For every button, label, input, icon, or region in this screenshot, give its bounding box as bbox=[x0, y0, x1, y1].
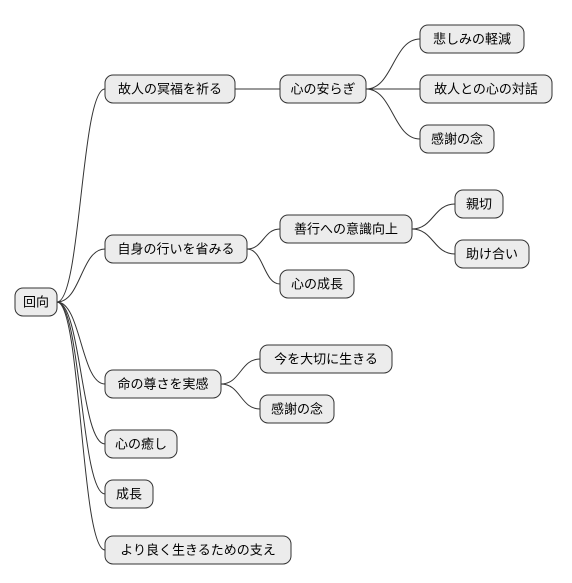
node-label: 自身の行いを省みる bbox=[117, 241, 234, 256]
node-n5: 成長 bbox=[105, 480, 153, 508]
node-label: より良く生きるための支え bbox=[120, 542, 275, 557]
node-n6: より良く生きるための支え bbox=[105, 536, 291, 564]
node-label: 悲しみの軽減 bbox=[433, 31, 511, 46]
mindmap-diagram: 回向 故人の冥福を祈る自身の行いを省みる命の尊さを実感心の癒し成長より良く生きるた… bbox=[0, 0, 572, 583]
node-label: 心の安らぎ bbox=[290, 81, 355, 96]
node-n2a: 善行への意識向上 bbox=[280, 215, 412, 243]
node-label: 命の尊さを実感 bbox=[117, 376, 208, 391]
node-label: 回向 bbox=[23, 294, 49, 309]
node-label: 感謝の念 bbox=[271, 401, 323, 416]
node-label: 今を大切に生きる bbox=[274, 351, 378, 366]
node-label: 親切 bbox=[466, 196, 492, 211]
node-label: 助け合い bbox=[466, 246, 518, 261]
node-n2b: 心の成長 bbox=[280, 270, 354, 298]
node-n2a1: 親切 bbox=[455, 190, 503, 218]
node-n3b: 感謝の念 bbox=[260, 395, 334, 423]
edge bbox=[412, 229, 455, 254]
node-label: 心の成長 bbox=[291, 276, 343, 291]
node-n1a: 心の安らぎ bbox=[280, 75, 366, 103]
edge bbox=[57, 302, 105, 550]
node-label: 善行への意識向上 bbox=[294, 221, 398, 236]
edge bbox=[57, 89, 105, 302]
node-n1a1: 悲しみの軽減 bbox=[420, 25, 524, 53]
node-label: 故人の冥福を祈る bbox=[118, 81, 222, 96]
edge bbox=[221, 359, 260, 384]
edge bbox=[247, 229, 280, 249]
node-label: 故人との心の対話 bbox=[434, 81, 538, 96]
node-n1: 故人の冥福を祈る bbox=[105, 75, 235, 103]
node-n4: 心の癒し bbox=[105, 430, 177, 458]
node-label: 成長 bbox=[116, 486, 142, 501]
node-label: 感謝の念 bbox=[431, 131, 483, 146]
edge bbox=[412, 204, 455, 229]
edge bbox=[221, 384, 260, 409]
node-root: 回向 bbox=[15, 288, 57, 316]
node-n1a3: 感謝の念 bbox=[420, 125, 494, 153]
edge bbox=[247, 249, 280, 284]
edge bbox=[57, 302, 105, 494]
node-n3a: 今を大切に生きる bbox=[260, 345, 392, 373]
node-n2: 自身の行いを省みる bbox=[105, 235, 247, 263]
node-n1a2: 故人との心の対話 bbox=[420, 75, 552, 103]
edge bbox=[366, 89, 420, 139]
node-label: 心の癒し bbox=[115, 436, 167, 451]
edge bbox=[366, 39, 420, 89]
node-n2a2: 助け合い bbox=[455, 240, 529, 268]
node-n3: 命の尊さを実感 bbox=[105, 370, 221, 398]
